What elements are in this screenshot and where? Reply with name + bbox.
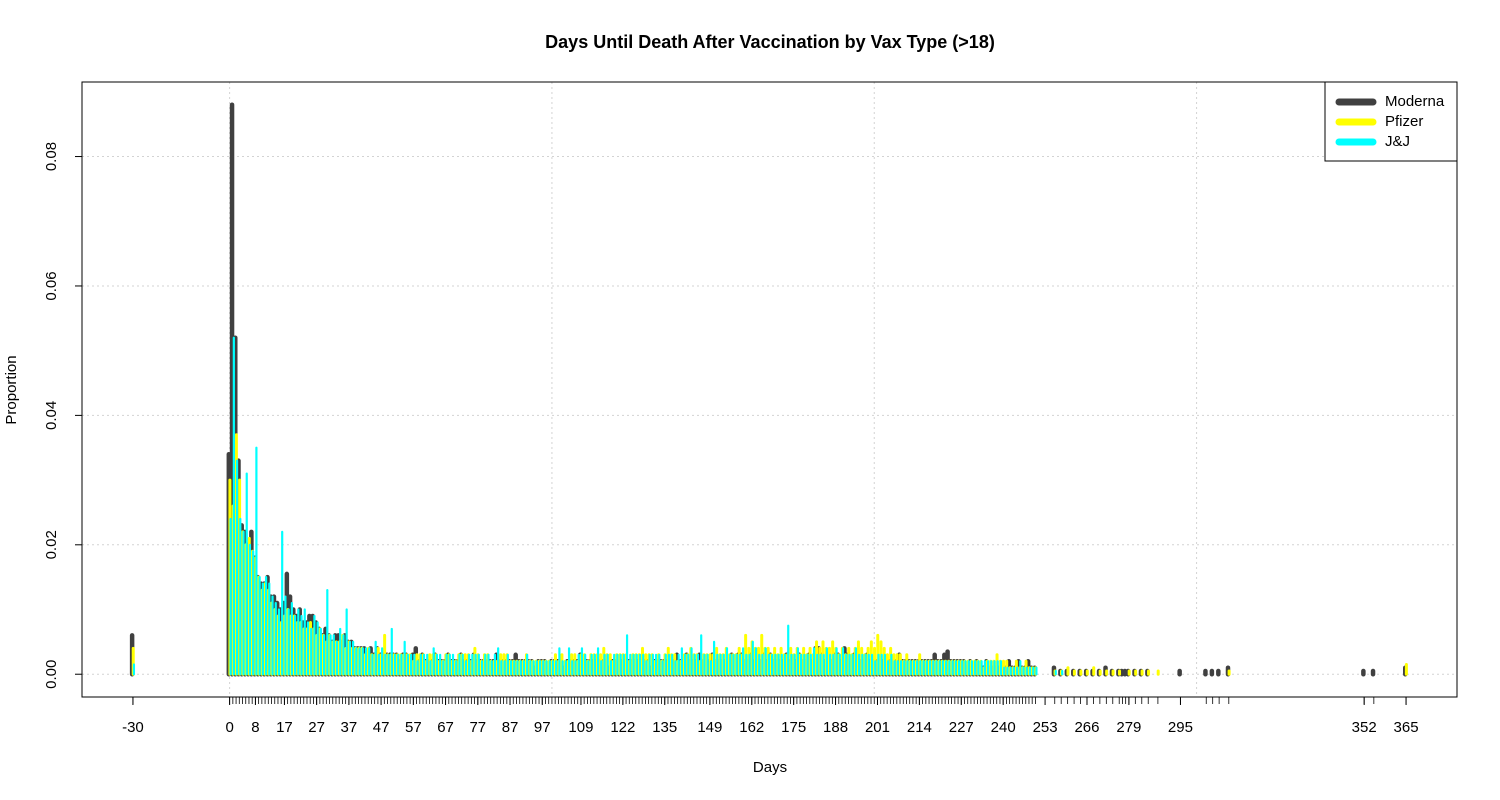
x-tick-label: 37 [341,719,358,736]
legend-label: J&J [1385,133,1410,150]
x-tick-label: 352 [1352,719,1377,736]
y-tick-label: 0.02 [43,530,60,559]
x-tick-label: 295 [1168,719,1193,736]
y-tick-label: 0.06 [43,271,60,300]
x-tick-label: 47 [373,719,390,736]
legend-label: Moderna [1385,93,1445,110]
x-tick-label: 8 [251,719,259,736]
y-tick-label: 0.04 [43,401,60,430]
x-tick-label: 77 [469,719,486,736]
x-tick-label: 175 [781,719,806,736]
x-tick-label: 149 [697,719,722,736]
x-tick-label: 253 [1033,719,1058,736]
x-tick-label: 57 [405,719,422,736]
x-tick-label: 188 [823,719,848,736]
x-tick-label: 201 [865,719,890,736]
x-tick-label: 240 [991,719,1016,736]
x-tick-label: 279 [1116,719,1141,736]
x-tick-label: 27 [308,719,325,736]
x-tick-label: 109 [568,719,593,736]
x-axis-label: Days [753,759,787,776]
x-tick-label: 214 [907,719,932,736]
y-tick-label: 0.08 [43,142,60,171]
y-axis-label: Proportion [3,355,20,424]
x-tick-label: 135 [652,719,677,736]
plot-frame [81,81,1458,698]
x-tick-label: 266 [1074,719,1099,736]
x-tick-label: 67 [437,719,454,736]
x-tick-label: 365 [1394,719,1419,736]
x-tick-label: 227 [949,719,974,736]
x-tick-label: 122 [610,719,635,736]
x-tick-label: 87 [502,719,519,736]
x-tick-label: 17 [276,719,293,736]
legend-label: Pfizer [1385,113,1423,130]
x-tick-label: -30 [122,719,144,736]
x-tick-label: 162 [739,719,764,736]
chart-title: Days Until Death After Vaccination by Va… [545,32,995,52]
y-tick-label: 0.00 [43,660,60,689]
x-tick-label: 0 [225,719,233,736]
x-tick-label: 97 [534,719,551,736]
